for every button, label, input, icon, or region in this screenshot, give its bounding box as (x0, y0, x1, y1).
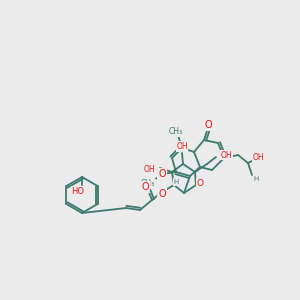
Text: O: O (158, 169, 166, 179)
Text: OH: OH (221, 151, 232, 160)
Text: O: O (196, 178, 203, 188)
Text: OH: OH (176, 142, 188, 151)
Text: O: O (204, 120, 212, 130)
Text: H: H (254, 176, 259, 182)
Text: O: O (141, 182, 149, 192)
Text: H: H (173, 179, 178, 185)
Text: O: O (158, 189, 166, 199)
Text: OH: OH (252, 154, 264, 163)
Text: CH₃: CH₃ (141, 179, 155, 188)
Text: CH₃: CH₃ (169, 128, 183, 136)
Text: HO: HO (71, 187, 85, 196)
Text: OH: OH (143, 166, 155, 175)
